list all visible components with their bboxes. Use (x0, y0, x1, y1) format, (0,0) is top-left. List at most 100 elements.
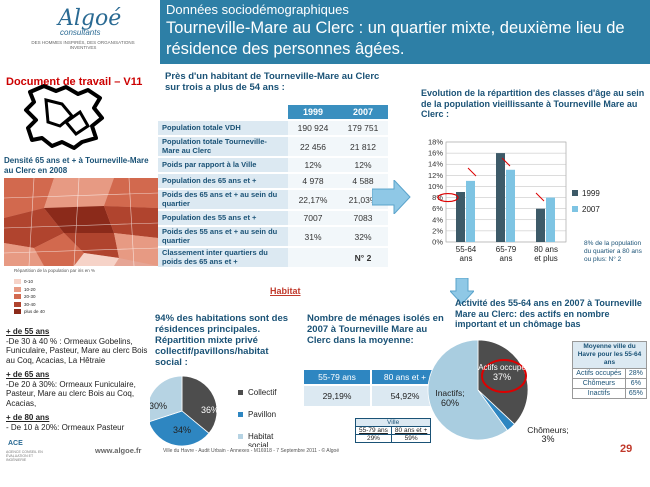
logo-area (0, 0, 160, 64)
pie-value-label: 37% (493, 372, 511, 382)
legend-swatch (14, 301, 21, 307)
pie-value-label: 34% (173, 425, 191, 435)
side-table-title: Moyenne ville du Havre pour les 55-64 an… (572, 341, 647, 369)
logo-tagline: DES HOMMES INSPIRÉS, DES ORGANISATIONS I… (31, 40, 135, 50)
side-row-label: Inactifs (572, 388, 626, 399)
legend-label: 2007 (582, 205, 600, 214)
havre-average-table: Moyenne ville du Havre pour les 55-64 an… (572, 341, 648, 399)
header-1999: 1999 (288, 105, 338, 119)
value-2007: N° 2 (338, 248, 388, 267)
age-group-heading: + de 55 ans (6, 327, 50, 336)
activity-pie-chart: 37% 3% 60% Actifs occupés Chômeurs; Inactifs; (427, 339, 569, 444)
ville-value-55-79: 29% (355, 434, 392, 443)
value-2007: 21 812 (338, 137, 388, 156)
legend-label: 10-20 (24, 286, 36, 292)
menages-text: Nombre de ménages isolés en 2007 à Tourn… (307, 313, 444, 346)
value-1999: 4 978 (288, 174, 338, 188)
legend-swatch (572, 190, 578, 196)
value-2007: 179 751 (338, 121, 388, 135)
value-1999 (288, 248, 338, 267)
pie-value-label: 60% (441, 398, 459, 408)
row-label: Classement inter quartiers du poids des … (158, 248, 288, 267)
x-tick-label: 80 ans (534, 245, 558, 254)
ville-header-55-79: 55-79 ans (355, 426, 392, 435)
pie-value-label: 36% (201, 405, 219, 415)
pie-legend-label: Pavillon (248, 410, 276, 419)
value-1999: 190 924 (288, 121, 338, 135)
table-row: Population totale Tourneville-Mare au Cl… (158, 137, 388, 156)
value-2007: 32% (338, 227, 388, 246)
pie-slice (427, 339, 508, 441)
pie-category-label: Actifs occupés (478, 363, 530, 372)
age-group-text: -De 30 à 40 % : Ormeaux Gobelins, Funicu… (6, 336, 148, 365)
value-1999: 22 456 (288, 137, 338, 156)
value-1999: 22,17% (288, 190, 338, 209)
empty-header-cell (158, 105, 288, 119)
table-row: Poids des 65 ans et + au sein du quartie… (158, 190, 388, 209)
density-heat-map (4, 178, 158, 266)
ace-logo: ACE (8, 440, 23, 447)
bar (456, 192, 465, 242)
x-tick-label: 65-79 (496, 245, 517, 254)
legend-swatch (14, 309, 21, 315)
age-distribution-bar-chart: 0%2%4%6%8%10%12%14%16%18%55-64ans65-79an… (428, 138, 600, 263)
age-group-heading: + de 65 ans (6, 370, 50, 379)
bar (466, 180, 475, 242)
district-outline-map (24, 84, 104, 150)
pie-legend-swatch (238, 390, 243, 395)
table-header-row: 1999 2007 (158, 105, 388, 119)
row-label: Population totale VDH (158, 121, 288, 135)
right-arrow-icon (372, 180, 411, 214)
ace-subtitle: AGENCE CONSEIL EN ÉVALUATION ET INGÉNIER… (6, 450, 43, 462)
row-label: Poids des 65 ans et + au sein du quartie… (158, 190, 288, 209)
header-2007: 2007 (338, 105, 388, 119)
age-group-heading: + de 80 ans (6, 413, 50, 422)
legend-swatch (572, 206, 578, 212)
row-label: Population totale Tourneville-Mare au Cl… (158, 137, 288, 156)
x-tick-label: ans (460, 254, 473, 263)
legend-item: 20-30 (14, 293, 45, 301)
bar-chart-note: 8% de la population du quartier a 80 ans… (584, 240, 642, 263)
side-row-value: 6% (624, 378, 648, 389)
legend-item: 0-10 (14, 278, 45, 286)
value-1999: 12% (288, 158, 338, 172)
pie-legend-swatch (238, 412, 243, 417)
annotation-arrow (501, 157, 511, 167)
pie-value-label: 30% (150, 401, 167, 411)
title-band (160, 0, 650, 64)
side-table-row: Chômeurs 6% (572, 378, 648, 389)
side-row-label: Chômeurs (572, 378, 626, 389)
side-table-row: Actifs occupés 28% (572, 368, 648, 379)
pie-legend-label: Habitat (248, 432, 274, 441)
draft-label: Document de travail – V11 (6, 76, 143, 88)
legend-label: plus de 40 (24, 309, 45, 315)
bar (536, 208, 545, 242)
population-table: 1999 2007 Population totale VDH 190 924 17… (158, 103, 388, 269)
footer-url[interactable]: www.algoe.fr (95, 446, 142, 455)
menages-header-55-79: 55-79 ans (304, 370, 370, 384)
y-tick-label: 10% (428, 182, 443, 191)
y-tick-label: 2% (432, 226, 443, 235)
pie-slice (150, 375, 183, 422)
y-tick-label: 0% (432, 238, 443, 247)
y-tick-label: 14% (428, 160, 443, 169)
habitat-heading: Habitat (270, 286, 301, 296)
legend-item: plus de 40 (14, 308, 45, 316)
habitat-text: 94% des habitations sont des résidences … (155, 313, 289, 368)
legend-label: 30-40 (24, 301, 36, 307)
pie-legend-label: Collectif (248, 388, 277, 397)
pie-category-label: Chômeurs; (527, 425, 569, 435)
algoe-logo: Algoé (58, 6, 122, 31)
legend-label: 0-10 (24, 279, 34, 285)
table-row: Population des 65 ans et +4 978 4 588 (158, 174, 388, 188)
value-2007: 7083 (338, 211, 388, 225)
row-label: Poids par rapport à la Ville (158, 158, 288, 172)
pie-slice (181, 375, 218, 434)
age-group-text: - De 10 à 20%: Ormeaux Pasteur (6, 422, 125, 432)
table-row: Poids des 55 ans et + au sein du quartie… (158, 227, 388, 246)
menages-table: 55-79 ans 80 ans et + 29,19% 54,92% (302, 368, 440, 408)
pie-category-label: Inactifs; (435, 388, 464, 398)
density-legend-title: Répartition de la population par iris en… (14, 268, 96, 273)
side-row-label: Actifs occupés (572, 368, 626, 379)
